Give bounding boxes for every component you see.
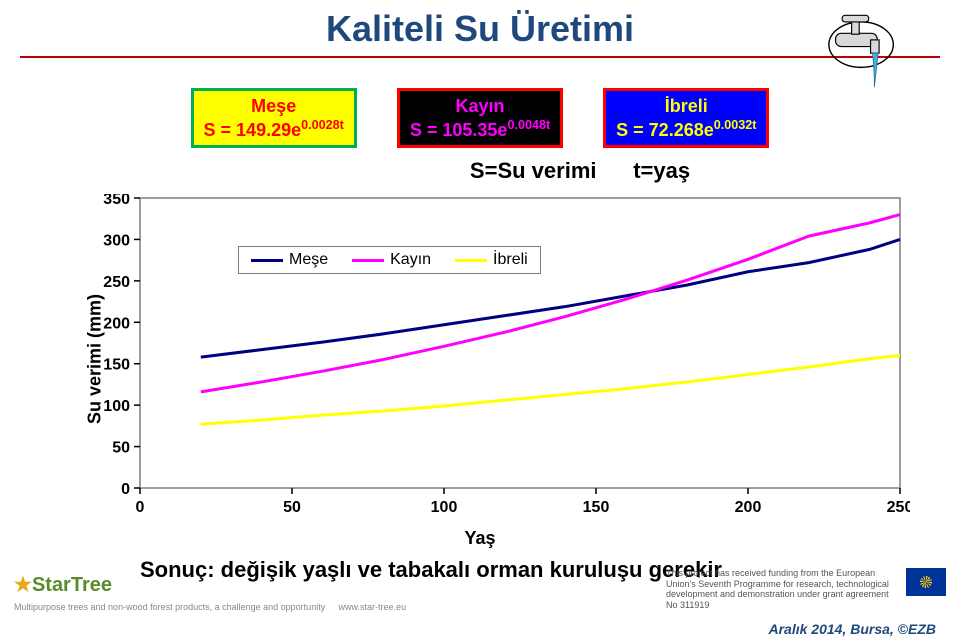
equation-box: KayınS = 105.35e0.0048t [397,88,563,148]
svg-text:200: 200 [735,499,762,516]
chart-svg: 0 50 100 150 200 250 300 350 0 50 100 150 200 250 [100,194,910,518]
equation-box: İbreliS = 72.268e0.0032t [603,88,769,148]
svg-text:150: 150 [103,357,130,374]
svg-text:100: 100 [103,398,130,415]
legend-label: İbreli [493,251,528,269]
footer-text: Aralık 2014, Bursa, ©EZB [768,621,936,637]
eu-text: This project has received funding from t… [666,568,889,610]
star-tree-logo: ★StarTree Multipurpose trees and non-woo… [14,572,414,615]
x-axis-label: Yaş [0,528,960,549]
equation-box: MeşeS = 149.29e0.0028t [191,88,357,148]
legend-item: Kayın [352,251,431,269]
eu-funding-block: This project has received funding from t… [666,568,946,611]
svg-text:350: 350 [103,194,130,208]
annotation-s: S=Su verimi [470,158,597,183]
svg-text:50: 50 [112,440,130,457]
svg-text:100: 100 [431,499,458,516]
line-chart: Su verimi (mm) 0501001502002503003500501… [40,194,920,524]
svg-text:0: 0 [121,481,130,498]
equation-row: MeşeS = 149.29e0.0028t KayınS = 105.35e0.… [0,88,960,148]
legend-item: Meşe [251,251,328,269]
legend-swatch [352,259,384,262]
legend-label: Meşe [289,251,328,269]
svg-text:200: 200 [103,315,130,332]
legend-swatch [251,259,283,262]
logo-tagline: Multipurpose trees and non-wood forest p… [14,602,325,612]
chart-legend: Meşe Kayın İbreli [238,246,541,274]
eu-flag-icon [906,568,946,596]
logo-brand: StarTree [32,574,112,596]
svg-text:250: 250 [887,499,910,516]
svg-text:150: 150 [583,499,610,516]
svg-text:50: 50 [283,499,301,516]
svg-text:300: 300 [103,232,130,249]
chart-annotation: S=Su verimi t=yaş [0,158,960,184]
faucet-icon [790,2,900,92]
legend-item: İbreli [455,251,528,269]
legend-swatch [455,259,487,262]
legend-label: Kayın [390,251,431,269]
svg-text:0: 0 [136,499,145,516]
svg-text:250: 250 [103,274,130,291]
logo-site: www.star-tree.eu [339,602,407,612]
annotation-t: t=yaş [633,158,690,183]
